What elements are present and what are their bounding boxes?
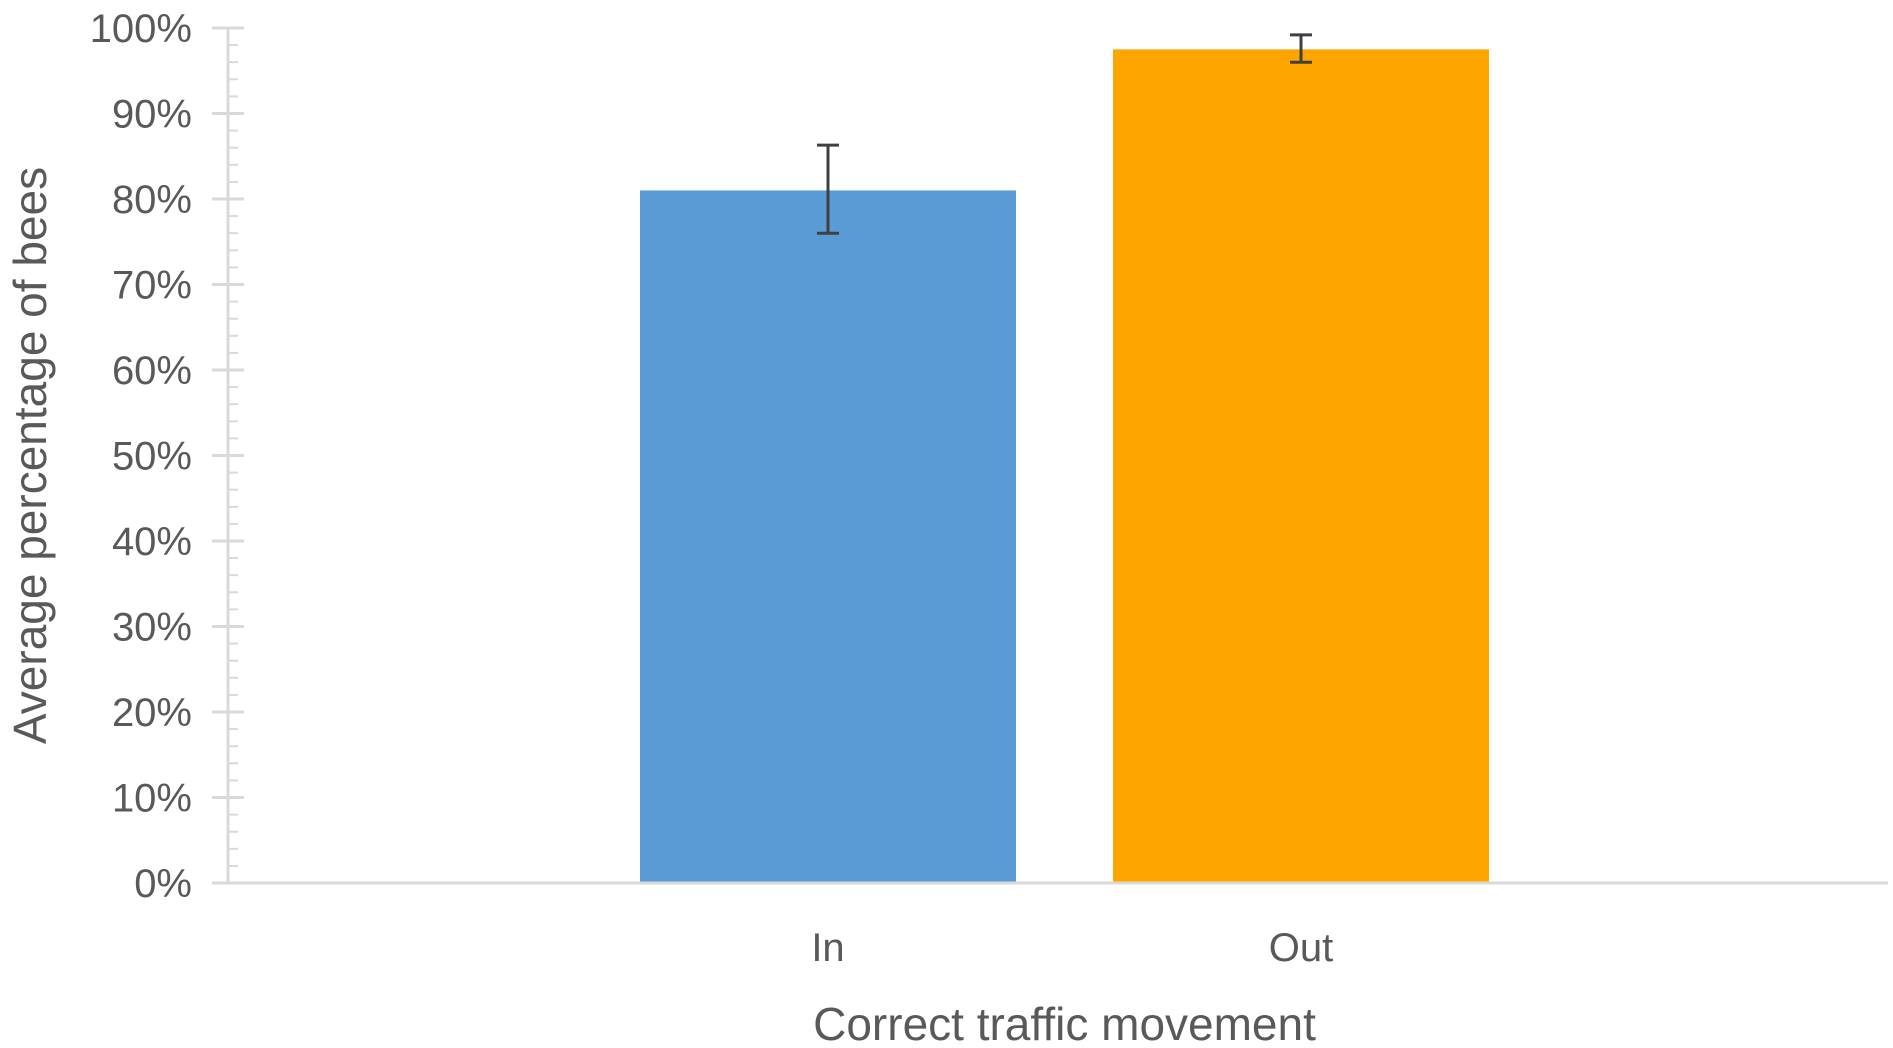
y-tick-label: 30% [112, 606, 192, 650]
x-tick-label: In [811, 926, 844, 970]
y-tick-label: 60% [112, 349, 192, 393]
x-tick-label: Out [1269, 926, 1333, 970]
error-bar-out [1290, 33, 1312, 64]
y-tick-label: 80% [112, 178, 192, 222]
y-tick-label: 50% [112, 435, 192, 479]
y-tick-label: 10% [112, 777, 192, 821]
x-axis: In Out [212, 881, 1888, 970]
y-tick-label: 70% [112, 264, 192, 308]
y-tick-label: 20% [112, 691, 192, 735]
bar-in [640, 190, 1016, 883]
y-tick-label: 100% [90, 7, 192, 51]
x-axis-title: Correct traffic movement [813, 998, 1316, 1048]
y-tick-label: 90% [112, 93, 192, 137]
y-axis: 0% 10% 20% 30% 40% 50% 60% 70% 80% 90% 100% [90, 7, 244, 906]
error-bar-in [817, 143, 839, 235]
error-bars [817, 33, 1312, 235]
y-tick-label: 40% [112, 520, 192, 564]
y-tick-label: 0% [134, 862, 192, 906]
bars [640, 49, 1489, 883]
y-axis-title: Average percentage of bees [4, 167, 56, 744]
bar-out [1113, 49, 1489, 883]
